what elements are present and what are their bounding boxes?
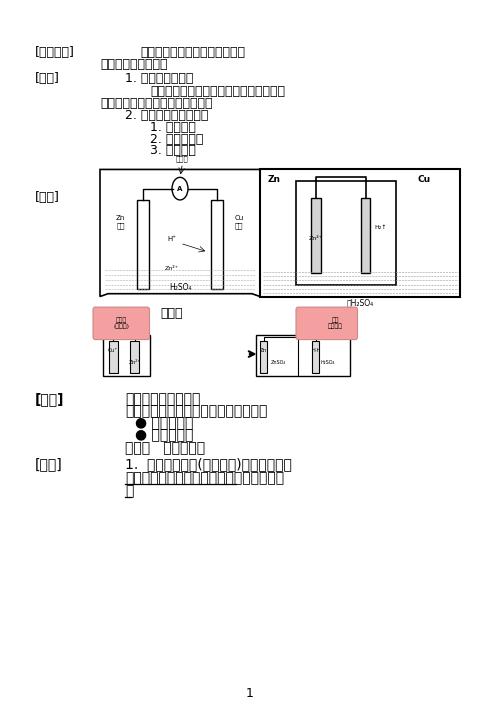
Text: ● 微电池腐蚀: ● 微电池腐蚀 — [135, 429, 194, 443]
Text: H₂SO₄: H₂SO₄ — [320, 359, 335, 365]
Text: Zn²⁺: Zn²⁺ — [128, 359, 140, 365]
Text: 2. 电解质溶液: 2. 电解质溶液 — [150, 133, 204, 145]
Text: 1: 1 — [246, 687, 254, 700]
Bar — [137, 200, 149, 289]
Text: Cu⁺: Cu⁺ — [108, 348, 118, 354]
Bar — [260, 169, 460, 297]
Text: 2. 腐蚀电池的组成条件: 2. 腐蚀电池的组成条件 — [125, 109, 208, 122]
Text: ZnSO₄: ZnSO₄ — [270, 359, 286, 365]
Text: Cu: Cu — [418, 175, 430, 184]
Text: 两种不同的金属互相接触并同时放入电解: 两种不同的金属互相接触并同时放入电解 — [150, 85, 285, 97]
Bar — [102, 335, 150, 376]
Text: [组织教学]: [组织教学] — [35, 46, 75, 59]
Text: [复习]: [复习] — [35, 72, 60, 85]
Text: [讲解]: [讲解] — [35, 457, 63, 472]
Text: Zn: Zn — [268, 175, 280, 184]
Text: 锌电池
(原电池): 锌电池 (原电池) — [113, 317, 129, 330]
Text: 腐蚀电池: 腐蚀电池 — [315, 307, 345, 320]
Text: 师生互相问好，教师清点人数。: 师生互相问好，教师清点人数。 — [140, 46, 245, 59]
Text: H₂↑: H₂↑ — [374, 225, 386, 230]
Bar — [108, 341, 118, 373]
Text: 1. 腐蚀电池的概念: 1. 腐蚀电池的概念 — [125, 72, 194, 85]
Circle shape — [172, 177, 188, 200]
Text: 中: 中 — [125, 484, 134, 498]
Text: Zn²⁺: Zn²⁺ — [309, 236, 323, 241]
Text: Zn²⁺: Zn²⁺ — [165, 266, 179, 271]
Text: 安培计: 安培计 — [176, 155, 189, 162]
Text: Cu
阴极: Cu 阴极 — [234, 215, 244, 229]
Text: 1.  电偶腐蚀电池(腐蚀电偶)（局部腐蚀）: 1. 电偶腐蚀电池(腐蚀电偶)（局部腐蚀） — [125, 457, 292, 472]
Text: 3. 短路连接: 3. 短路连接 — [150, 144, 196, 157]
Text: 不同的金属浸于相同或不相同的电解质溶液: 不同的金属浸于相同或不相同的电解质溶液 — [125, 472, 284, 486]
Bar — [130, 341, 139, 373]
FancyBboxPatch shape — [296, 307, 358, 340]
Text: 稀H₂SO₄: 稀H₂SO₄ — [346, 299, 374, 308]
Text: ● 宏电池腐蚀: ● 宏电池腐蚀 — [135, 417, 194, 431]
Text: （一）   宏电池腐蚀: （一） 宏电池腐蚀 — [125, 441, 205, 455]
Text: 三、腐蚀电池的类型: 三、腐蚀电池的类型 — [125, 392, 200, 406]
Text: A: A — [178, 186, 182, 191]
Bar — [296, 181, 396, 285]
FancyBboxPatch shape — [93, 307, 150, 340]
Text: H₂SO₄: H₂SO₄ — [169, 283, 191, 292]
Text: [板书]: [板书] — [35, 392, 64, 406]
Text: Zn: Zn — [260, 348, 268, 354]
Bar — [210, 200, 223, 289]
Text: Zn
阳极: Zn 阳极 — [116, 215, 126, 229]
Text: 原电池: 原电池 — [160, 307, 182, 320]
Bar — [256, 335, 350, 376]
Text: H-H: H-H — [311, 348, 320, 354]
Bar — [260, 341, 267, 373]
Bar — [312, 341, 320, 373]
Text: 根据腐蚀电池中电极大小不同，可分为: 根据腐蚀电池中电极大小不同，可分为 — [125, 404, 268, 418]
Text: H⁺: H⁺ — [168, 237, 176, 242]
Bar — [311, 198, 321, 273]
Text: [引入]: [引入] — [35, 191, 60, 203]
Text: 1. 不同金属: 1. 不同金属 — [150, 121, 196, 134]
Text: 质溶液中，就组成了一个腐蚀电池: 质溶液中，就组成了一个腐蚀电池 — [100, 97, 212, 109]
Text: 回顾上周课的内容：: 回顾上周课的内容： — [100, 58, 168, 71]
Bar — [361, 198, 370, 273]
Text: 实际
腐蚀电池: 实际 腐蚀电池 — [328, 317, 343, 330]
